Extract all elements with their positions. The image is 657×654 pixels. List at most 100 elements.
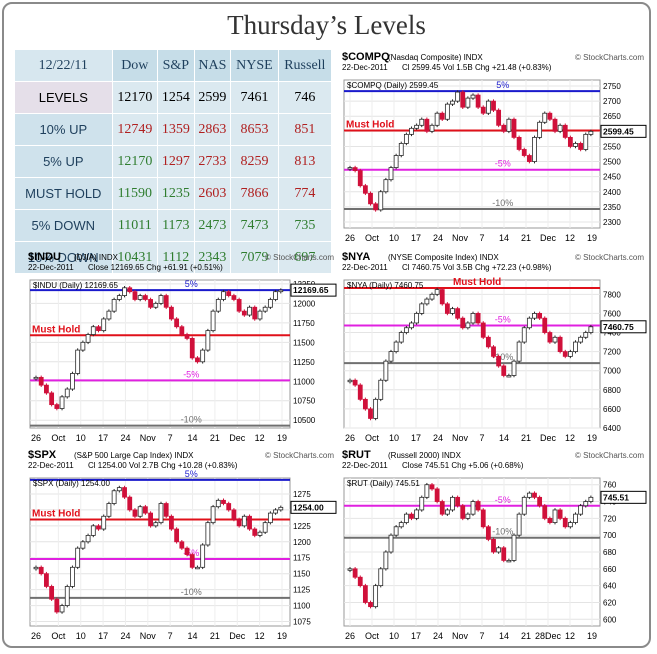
rut-candle-body	[537, 496, 543, 507]
nya-xtick-label: 14	[499, 433, 509, 443]
nya-candle-body	[578, 336, 584, 343]
indu-candle-body	[106, 310, 112, 320]
compq-ytick-label: 2750	[603, 82, 621, 91]
rut-watermark: © StockCharts.com	[575, 451, 644, 460]
indu-candle-body	[200, 349, 206, 363]
nya-last-price-box	[600, 320, 647, 334]
rut-candle-body	[578, 505, 584, 515]
spx-candle-body	[158, 503, 164, 524]
rut-candle-body	[506, 560, 512, 563]
nya-xtick-label: Dec	[540, 433, 557, 443]
rut-candle-body	[475, 501, 481, 511]
nya-candle-body	[460, 317, 466, 329]
spx-candle-body	[278, 506, 284, 511]
indu-last-price-box	[290, 283, 337, 297]
spx-name: (S&P 500 Large Cap Index) INDX	[74, 451, 194, 460]
nya-candle-body	[547, 332, 553, 343]
spx-candle-body	[49, 586, 55, 600]
nya-ytick-label: 7200	[603, 348, 621, 357]
column-header: NAS	[193, 49, 232, 82]
indu-candle-body	[252, 306, 258, 320]
indu-xtick-label: 14	[188, 433, 198, 443]
nya-candle-body	[552, 336, 558, 343]
row-label: 10% DOWN	[14, 241, 113, 274]
nya-candle-body	[491, 346, 496, 357]
table-row: 10% UP 12749 1359 2863 8653 851	[14, 113, 333, 146]
rut-ytick-label: 640	[603, 582, 617, 591]
nya-candle-body	[419, 303, 425, 314]
nya-last-price-label: 7460.75	[603, 322, 634, 332]
indu-candle-body	[59, 396, 65, 409]
compq-candle-body	[455, 91, 461, 102]
spx-candle-body	[116, 487, 122, 492]
rut-name: (Russell 2000) INDX	[388, 451, 462, 460]
table-cell: 12749	[111, 113, 159, 146]
table-cell: 774	[277, 177, 333, 210]
indu-candle-body	[38, 376, 44, 386]
rut-candle-body	[485, 526, 491, 540]
spx-candle-body	[96, 525, 101, 530]
levels-graphic: Thursday’s Levels 12/22/11 Dow S&P NAS N…	[2, 2, 651, 648]
compq-candle-body	[450, 100, 455, 105]
nya-candle-body	[506, 375, 512, 378]
indu-candle-body	[267, 299, 273, 308]
nya-candle-body	[526, 317, 532, 329]
compq-ytick-label: 2400	[603, 188, 621, 197]
spx-candle-body	[142, 506, 148, 514]
compq-xtick-label: 17	[411, 233, 421, 243]
rut-candle-body	[516, 513, 522, 536]
indu-ytick-label: 11250	[293, 358, 315, 367]
nya-candle-body	[393, 341, 399, 353]
compq-xtick-label: 26	[345, 233, 355, 243]
rut-candle-body	[414, 509, 420, 519]
spx-legend: $SPX (Daily) 1254.00	[33, 479, 110, 488]
indu-candle-body	[70, 373, 75, 390]
rut-candle-body	[480, 509, 486, 528]
table-cell: 1173	[157, 209, 195, 242]
spx-candle-body	[247, 515, 252, 530]
spx-candle-body	[137, 506, 143, 517]
spx-candle-body	[38, 566, 44, 575]
spx-chart: $SPX (S&P 500 Large Cap Index) INDX © Stoc…	[26, 448, 338, 644]
compq-candle-body	[491, 100, 496, 111]
nya-candle-body	[516, 341, 522, 362]
compq-candle-body	[496, 109, 502, 126]
rut-chart: $RUT (Russell 2000) INDX © StockCharts.com…	[340, 448, 648, 644]
indu-candle-body	[184, 334, 190, 339]
spx-candle-body	[132, 509, 138, 517]
compq-candle-body	[506, 118, 512, 132]
rut-candle-body	[347, 568, 353, 571]
rut-candle-body	[429, 484, 435, 490]
indu-candle-body	[153, 302, 159, 308]
spx-candle-body	[252, 528, 258, 536]
compq-level-label: -10%	[492, 198, 513, 208]
table-cell: 2599	[193, 81, 232, 114]
rut-candle-body	[419, 496, 425, 511]
compq-candle-body	[521, 149, 527, 156]
table-cell: 8259	[230, 145, 279, 178]
table-row: 5% DOWN 11011 1173 2473 7473 735	[14, 209, 333, 242]
compq-last-price-label: 2599.45	[603, 126, 634, 136]
nya-xtick-label: 19	[587, 433, 597, 443]
spx-watermark: © StockCharts.com	[265, 451, 334, 460]
compq-candle-body	[409, 127, 414, 135]
rut-candle-body	[352, 568, 358, 578]
compq-candle-body	[465, 97, 471, 108]
nya-candle-body	[450, 308, 455, 314]
rut-symbol: $RUT	[342, 449, 371, 461]
indu-candle-body	[205, 330, 211, 351]
indu-candle-body	[127, 287, 133, 293]
table-row: MUST HOLD 11590 1235 2603 7866 774	[14, 177, 333, 210]
rut-xtick-label: 7	[479, 631, 484, 641]
rut-candle-body	[562, 517, 568, 528]
rut-candle-body	[403, 513, 409, 523]
compq-candle-body	[439, 112, 445, 120]
rut-candle-body	[588, 496, 594, 502]
rut-candle-body	[470, 501, 476, 515]
compq-candle-body	[393, 155, 399, 168]
nya-candle-body	[398, 332, 404, 343]
nya-candle-body	[434, 289, 440, 295]
compq-candle-body	[588, 130, 594, 135]
nya-candle-body	[542, 317, 548, 333]
table-row: LEVELS 12170 1254 2599 7461 746	[14, 81, 333, 114]
